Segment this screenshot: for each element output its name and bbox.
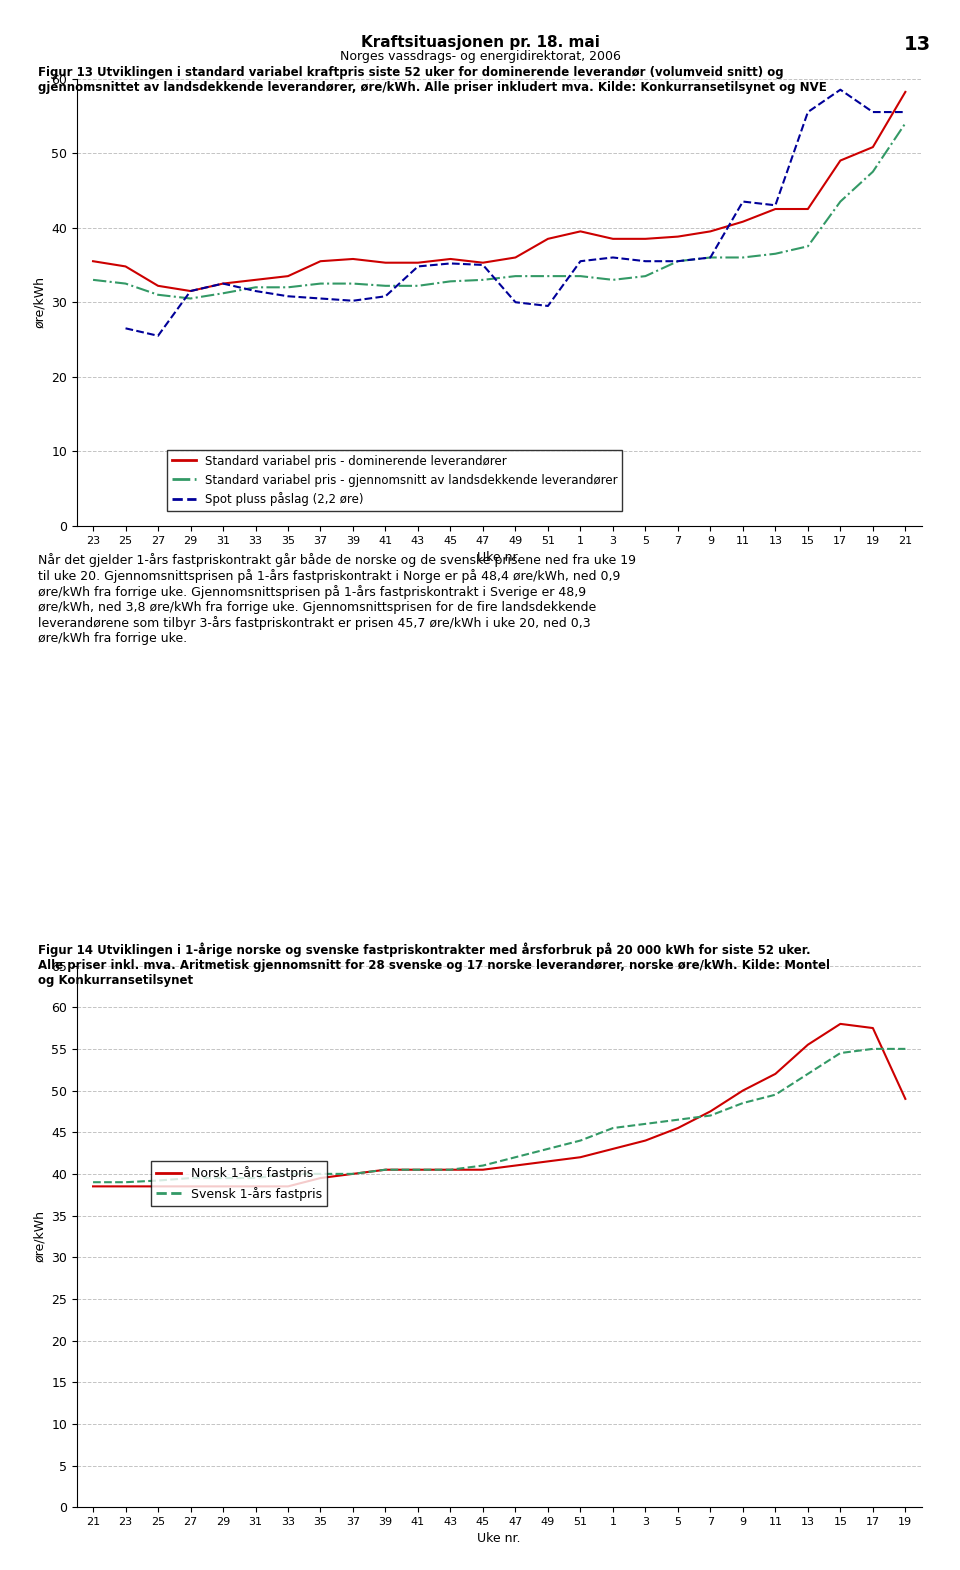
Legend: Standard variabel pris - dominerende leverandører, Standard variabel pris - gjen: Standard variabel pris - dominerende lev… — [167, 451, 622, 512]
Y-axis label: øre/kWh: øre/kWh — [33, 1210, 45, 1262]
Text: 13: 13 — [904, 35, 931, 53]
X-axis label: Uke nr.: Uke nr. — [477, 551, 521, 564]
Text: Når det gjelder 1-års fastpriskontrakt går både de norske og de svenske prisene : Når det gjelder 1-års fastpriskontrakt g… — [38, 553, 636, 645]
Text: Figur 13 Utviklingen i standard variabel kraftpris siste 52 uker for dominerende: Figur 13 Utviklingen i standard variabel… — [38, 66, 828, 94]
X-axis label: Uke nr.: Uke nr. — [477, 1532, 521, 1545]
Legend: Norsk 1-års fastpris, Svensk 1-års fastpris: Norsk 1-års fastpris, Svensk 1-års fastp… — [151, 1162, 326, 1206]
Y-axis label: øre/kWh: øre/kWh — [33, 276, 45, 328]
Text: Kraftsituasjonen pr. 18. mai: Kraftsituasjonen pr. 18. mai — [361, 35, 599, 50]
Text: Figur 14 Utviklingen i 1-årige norske og svenske fastpriskontrakter med årsforbr: Figur 14 Utviklingen i 1-årige norske og… — [38, 942, 830, 986]
Text: Norges vassdrags- og energidirektorat, 2006: Norges vassdrags- og energidirektorat, 2… — [340, 50, 620, 63]
